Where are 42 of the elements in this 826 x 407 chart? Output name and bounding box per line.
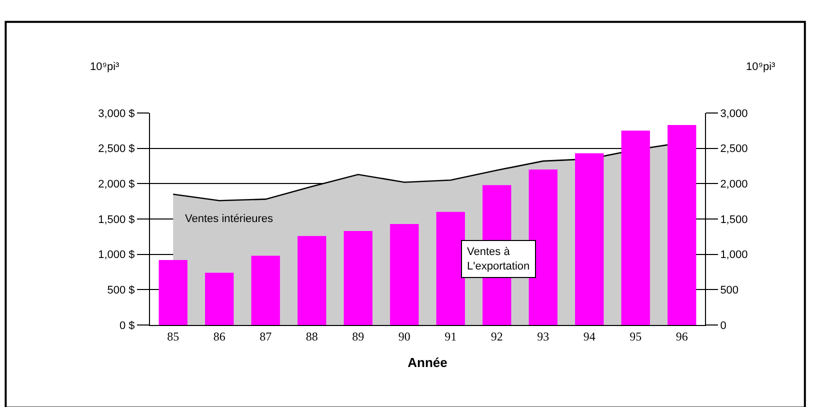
y2-tick-label: 2,500 bbox=[720, 143, 748, 156]
bar bbox=[575, 153, 604, 325]
y2-tick-label: 500 bbox=[720, 284, 739, 297]
x-tick-label: 90 bbox=[398, 329, 410, 344]
x-tick-label: 92 bbox=[490, 329, 503, 344]
bar bbox=[158, 260, 188, 325]
x-tick-label: 94 bbox=[583, 329, 596, 344]
x-tick-label: 87 bbox=[260, 329, 272, 344]
y2-axis-title: 10⁹pi³ bbox=[746, 61, 776, 73]
x-tick-label: 96 bbox=[676, 329, 688, 344]
bar bbox=[436, 212, 465, 325]
x-tick-label: 93 bbox=[537, 329, 550, 344]
y-tick-label: 2,000 $ bbox=[98, 178, 135, 191]
bar bbox=[621, 130, 650, 325]
y2-tick-label: 1,500 bbox=[720, 214, 748, 226]
y2-tick-label: 2,000 bbox=[720, 178, 748, 191]
y-tick-label: 1,500 $ bbox=[98, 214, 135, 226]
y-axis-title: 10⁹pi³ bbox=[90, 61, 120, 73]
bar bbox=[344, 231, 372, 325]
series-label: Ventes à L'exportation bbox=[467, 246, 530, 272]
bar bbox=[205, 272, 234, 325]
x-axis-title: Année bbox=[408, 355, 448, 370]
bar bbox=[668, 125, 696, 325]
y-tick-label: 3,000 $ bbox=[98, 108, 135, 120]
x-tick-label: 86 bbox=[213, 329, 226, 344]
x-tick-label: 85 bbox=[167, 329, 180, 344]
y-tick-label: 2,500 $ bbox=[98, 143, 135, 156]
x-tick-label: 91 bbox=[444, 329, 457, 344]
y2-tick-label: 1,000 bbox=[720, 249, 748, 262]
x-tick-label: 95 bbox=[630, 329, 642, 344]
bar bbox=[528, 170, 558, 325]
y-tick-label: 0 $ bbox=[120, 320, 135, 332]
bar bbox=[251, 256, 280, 325]
bar bbox=[390, 224, 419, 325]
bar bbox=[298, 236, 326, 325]
y-tick-label: 500 $ bbox=[107, 284, 135, 297]
series-label: Ventes intérieures bbox=[185, 213, 274, 225]
y2-tick-label: 0 bbox=[720, 320, 726, 332]
y-tick-label: 1,000 $ bbox=[98, 249, 135, 262]
x-tick-label: 89 bbox=[352, 329, 364, 344]
y2-tick-label: 3,000 bbox=[720, 108, 748, 120]
x-tick-label: 88 bbox=[306, 329, 318, 344]
